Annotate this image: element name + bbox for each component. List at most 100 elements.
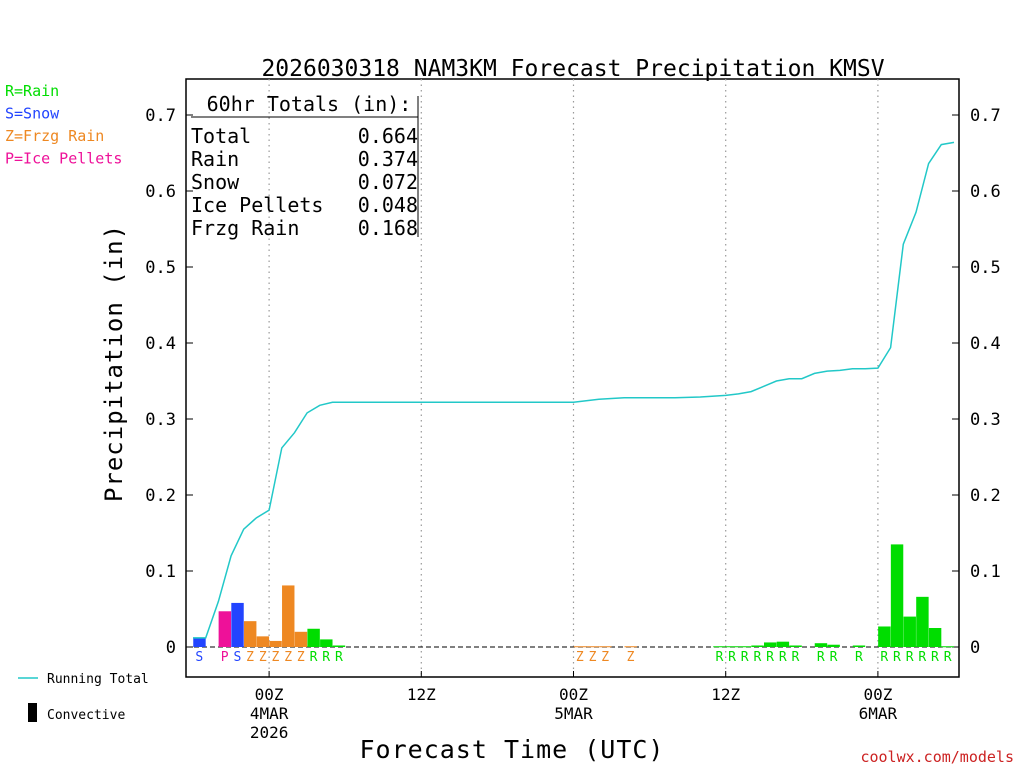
y-tick-label-left: 0.7 <box>145 106 176 126</box>
bar-hour-31 <box>573 646 587 648</box>
type-code-hour-3: P <box>221 650 229 665</box>
x-tick-label: 00Z <box>863 685 892 704</box>
type-code-hour-1: S <box>195 650 203 665</box>
precip-type-legend: R=Rain S=Snow Z=Frzg Rain P=Ice Pellets <box>5 82 122 168</box>
y-tick-label-right: 0 <box>970 638 980 658</box>
bar-hour-42 <box>713 646 726 648</box>
vertical-gridlines <box>268 79 879 677</box>
bar-hour-5 <box>243 621 257 647</box>
x-tick-label: 00Z <box>559 685 588 704</box>
type-code-hour-42: R <box>715 650 723 665</box>
bar-hour-57 <box>903 616 916 647</box>
type-code-hour-58: R <box>918 650 926 665</box>
type-code-hour-43: R <box>728 650 736 665</box>
bar-hour-47 <box>776 641 790 647</box>
bar-hour-58 <box>916 596 929 647</box>
totals-row-value: 0.374 <box>358 147 418 171</box>
type-code-hour-5: Z <box>246 650 254 665</box>
y-tick-label-right: 0.5 <box>970 258 1001 278</box>
y-axis-left: 0 0.1 0.2 0.3 0.4 0.5 0.6 0.7 <box>145 106 193 658</box>
bar-hour-4 <box>231 602 244 647</box>
totals-row-value: 0.664 <box>358 124 418 148</box>
type-code-hour-11: R <box>322 650 330 665</box>
legend-Z: Z=Frzg Rain <box>5 127 104 145</box>
type-code-hour-33: Z <box>601 650 609 665</box>
bar-hour-33 <box>599 646 612 648</box>
type-code-hour-10: R <box>310 650 318 665</box>
y-tick-label-left: 0.1 <box>145 562 176 582</box>
totals-row-value: 0.048 <box>358 193 418 217</box>
running-total-legend-label: Running Total <box>47 672 149 687</box>
bar-hour-6 <box>256 636 270 647</box>
convective-swatch <box>28 703 37 722</box>
bar-hour-9 <box>294 631 308 647</box>
type-code-hour-7: Z <box>272 650 280 665</box>
chart-title: 2026030318 NAM3KM Forecast Precipitation… <box>261 56 884 82</box>
x-axis-label: Forecast Time (UTC) <box>360 735 665 764</box>
bar-hour-55 <box>878 626 891 647</box>
type-code-hour-60: R <box>944 650 952 665</box>
type-code-hour-31: Z <box>576 650 584 665</box>
bar-hour-43 <box>725 646 739 648</box>
bottom-legend: Running Total Convective <box>18 672 149 723</box>
type-code-hour-59: R <box>931 650 939 665</box>
type-code-hour-35: Z <box>627 650 635 665</box>
type-code-hour-51: R <box>830 650 838 665</box>
legend-S: S=Snow <box>5 105 60 123</box>
running-total-line <box>193 141 955 639</box>
bar-hour-10 <box>307 628 320 647</box>
y-tick-label-right: 0.2 <box>970 486 1001 506</box>
x-tick-label: 6MAR <box>859 704 898 723</box>
type-code-hour-9: Z <box>297 650 305 665</box>
convective-legend-label: Convective <box>47 708 125 723</box>
credit-text: coolwx.com/models <box>860 748 1014 766</box>
type-code-hour-53: R <box>855 650 863 665</box>
totals-row-label: Ice Pellets <box>191 193 323 217</box>
bar-hour-11 <box>320 639 333 647</box>
bar-hour-8 <box>282 585 295 647</box>
type-code-hour-6: Z <box>259 650 267 665</box>
bar-hour-45 <box>751 645 764 647</box>
totals-row-value: 0.168 <box>358 216 418 240</box>
totals-row-label: Total <box>191 124 251 148</box>
type-code-hour-44: R <box>741 650 749 665</box>
y-tick-label-left: 0 <box>166 638 176 658</box>
y-tick-label-right: 0.7 <box>970 106 1001 126</box>
y-tick-label-right: 0.4 <box>970 334 1001 354</box>
bar-hour-60 <box>941 646 954 648</box>
totals-box: 60hr Totals (in): Total 0.664 Rain 0.374 Snow… <box>191 92 419 240</box>
type-code-hour-56: R <box>893 650 901 665</box>
totals-row-label: Frzg Rain <box>191 216 299 240</box>
x-tick-label: 4MAR <box>250 704 289 723</box>
type-code-hour-4: S <box>233 650 241 665</box>
type-code-hour-8: Z <box>284 650 292 665</box>
bar-hour-46 <box>764 642 777 647</box>
type-code-hour-45: R <box>753 650 761 665</box>
bar-hour-32 <box>586 646 599 648</box>
y-tick-label-right: 0.6 <box>970 182 1001 202</box>
type-code-hour-48: R <box>792 650 800 665</box>
y-tick-label-left: 0.4 <box>145 334 176 354</box>
y-tick-label-left: 0.2 <box>145 486 176 506</box>
type-code-hour-57: R <box>906 650 914 665</box>
x-tick-label: 12Z <box>407 685 436 704</box>
bar-hour-48 <box>789 645 802 647</box>
bar-hour-59 <box>928 628 942 647</box>
legend-R: R=Rain <box>5 82 59 100</box>
y-tick-label-left: 0.5 <box>145 258 176 278</box>
y-axis-label: Precipitation (in) <box>100 224 128 502</box>
y-tick-label-right: 0.1 <box>970 562 1001 582</box>
hourly-precip-bars <box>193 544 954 648</box>
x-tick-label: 2026 <box>250 723 289 742</box>
y-tick-label-right: 0.3 <box>970 410 1001 430</box>
bar-hour-56 <box>890 544 904 647</box>
type-code-hour-55: R <box>880 650 888 665</box>
totals-row-label: Snow <box>191 170 240 194</box>
bar-hour-35 <box>624 646 637 648</box>
type-code-hour-50: R <box>817 650 825 665</box>
x-tick-label: 00Z <box>255 685 284 704</box>
bar-hour-1 <box>193 637 206 647</box>
